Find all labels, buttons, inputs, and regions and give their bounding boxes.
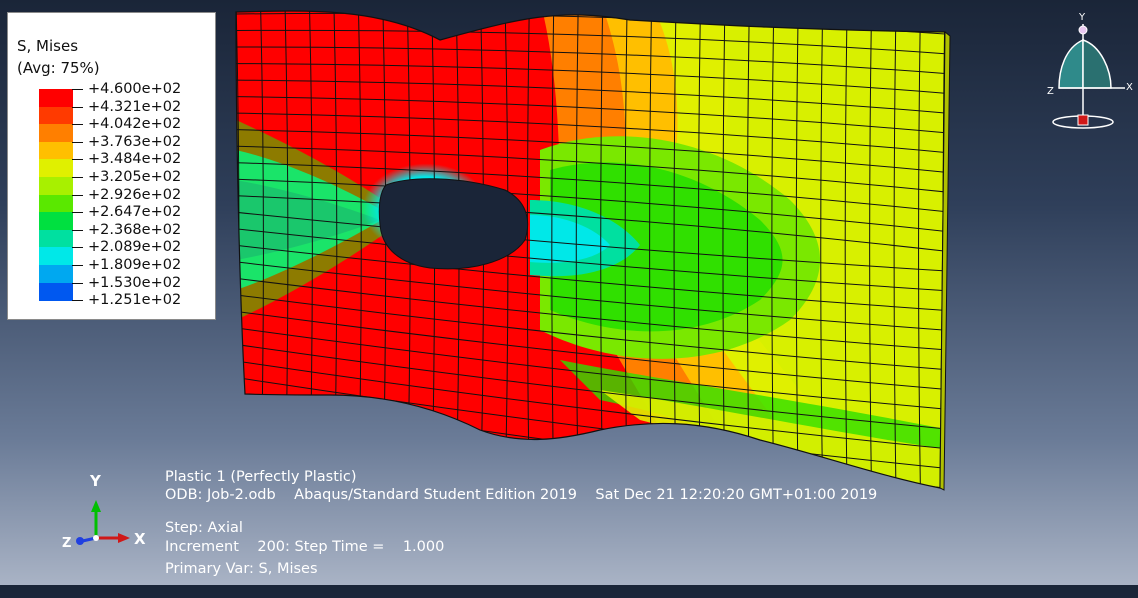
legend-swatch	[39, 282, 73, 301]
legend-swatch	[39, 265, 73, 284]
legend-swatch	[39, 177, 73, 196]
info-step: Step: Axial	[165, 520, 243, 536]
legend-tick	[72, 106, 83, 108]
orientation-z-label: Z	[1047, 86, 1054, 97]
info-primary-var: Primary Var: S, Mises	[165, 561, 318, 577]
axis-y-label: Y	[90, 472, 101, 490]
legend-level-label: +2.926e+02	[88, 186, 182, 203]
mises-contour-plot[interactable]	[0, 0, 1138, 585]
axis-x-label: X	[134, 530, 146, 548]
legend-averaging: (Avg: 75%)	[17, 59, 100, 77]
axis-triad	[76, 500, 130, 545]
legend-variable: S, Mises	[17, 37, 79, 55]
legend-swatch	[39, 229, 73, 248]
legend-level-label: +2.368e+02	[88, 221, 182, 238]
plate-hole	[378, 178, 529, 270]
legend-swatch	[39, 141, 73, 160]
legend-level-label: +3.205e+02	[88, 169, 182, 185]
legend-level-label: +2.647e+02	[88, 204, 182, 221]
info-odb: ODB: Job-2.odb Abaqus/Standard Student E…	[165, 487, 878, 503]
legend-level-label: +2.089e+02	[88, 239, 182, 256]
legend-tick	[72, 124, 83, 126]
legend-swatch	[39, 159, 73, 178]
legend-level-label: +1.530e+02	[88, 274, 182, 291]
legend-tick	[72, 194, 83, 196]
legend-tick	[72, 265, 83, 266]
orientation-y-label: Y	[1078, 12, 1086, 23]
info-title: Plastic 1 (Perfectly Plastic)	[165, 469, 357, 485]
legend-level-label: +4.042e+02	[88, 116, 182, 133]
legend-level-label: +3.763e+02	[88, 133, 182, 150]
legend-swatch	[39, 89, 73, 108]
legend-swatch	[39, 106, 73, 125]
legend-level-label: +4.600e+02	[88, 81, 182, 97]
legend-tick	[72, 229, 83, 231]
legend-swatch	[39, 124, 73, 143]
contour-legend: S, Mises (Avg: 75%) +4.600e+02 +4.321e+02…	[7, 12, 216, 320]
legend-tick	[72, 89, 83, 90]
orientation-x-label: X	[1126, 82, 1133, 93]
legend-tick	[72, 177, 83, 178]
legend-tick	[72, 282, 83, 284]
legend-tick	[72, 159, 83, 161]
legend-level-label: +1.251e+02	[88, 292, 182, 309]
legend-level-label: +3.484e+02	[88, 151, 182, 168]
legend-swatch	[39, 247, 73, 266]
legend-level-label: +1.809e+02	[88, 257, 182, 273]
info-increment: Increment 200: Step Time = 1.000	[165, 539, 445, 555]
legend-swatch	[39, 212, 73, 231]
legend-tick	[72, 300, 83, 302]
view-orientation-triad[interactable]: Y Z X	[1045, 10, 1135, 135]
legend-level-label: +4.321e+02	[88, 98, 182, 115]
viewport[interactable]: S, Mises (Avg: 75%) +4.600e+02 +4.321e+02…	[0, 0, 1138, 585]
info-block: Plastic 1 (Perfectly Plastic) ODB: Job-2…	[165, 468, 877, 598]
axis-z-label: Z	[62, 536, 72, 551]
legend-tick	[72, 141, 83, 143]
legend-tick	[72, 212, 83, 214]
legend-swatch	[39, 194, 73, 213]
legend-tick	[72, 247, 83, 249]
